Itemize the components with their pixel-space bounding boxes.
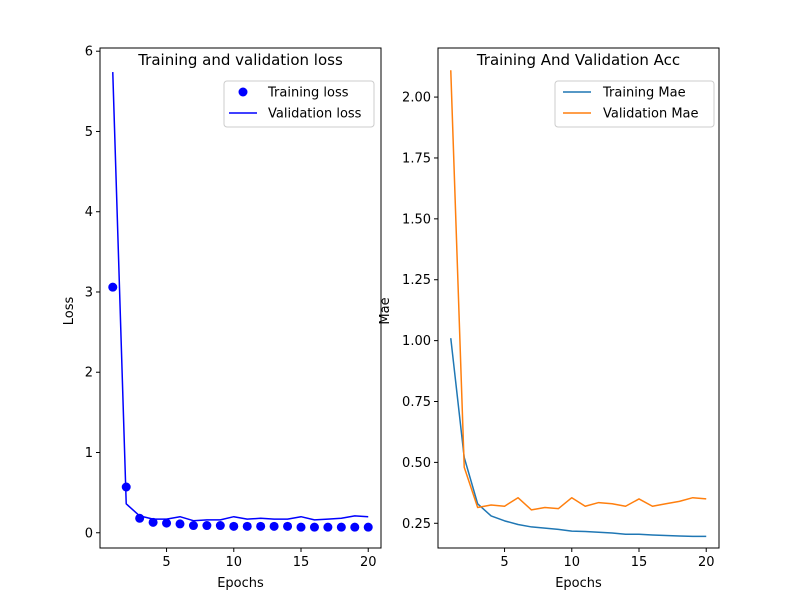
- loss-ticks: 5 10 15 20 0 1 2 3 4 5 6: [85, 45, 377, 570]
- training-loss-point: [323, 522, 333, 532]
- training-loss-point: [162, 518, 172, 528]
- mae-x-tick-label: 5: [500, 555, 508, 570]
- loss-x-tick-label: 10: [226, 555, 243, 570]
- training-loss-point: [296, 522, 306, 532]
- mae-y-axis-label: Mae: [378, 297, 393, 324]
- loss-x-tick-label: 5: [162, 555, 170, 570]
- mae-x-tick-label: 10: [564, 555, 581, 570]
- loss-x-tick-label: 15: [293, 555, 310, 570]
- mae-x-axis-label: Epochs: [555, 576, 602, 591]
- legend-training-mae-label: Training Mae: [602, 86, 686, 101]
- loss-x-axis-label: Epochs: [217, 576, 264, 591]
- training-loss-point: [283, 521, 293, 531]
- mae-x-tick-label: 20: [698, 555, 715, 570]
- loss-y-tick-label: 2: [85, 366, 93, 381]
- training-loss-point: [336, 522, 346, 532]
- mae-y-tick-label: 0.50: [402, 456, 431, 471]
- mae-y-tick-label: 1.75: [402, 151, 431, 166]
- mae-y-tick-label: 1.50: [402, 212, 431, 227]
- training-loss-point: [148, 517, 158, 527]
- loss-subplot: Training and validation loss Epochs Loss…: [62, 45, 382, 591]
- training-loss-point: [202, 521, 212, 531]
- loss-y-tick-label: 5: [85, 125, 93, 140]
- legend-training-loss-label: Training loss: [267, 86, 349, 101]
- training-loss-point: [363, 522, 373, 532]
- loss-marks: [108, 72, 373, 532]
- loss-y-tick-label: 1: [85, 446, 93, 461]
- loss-y-tick-label: 4: [85, 205, 93, 220]
- loss-legend: Training loss Validation loss: [223, 80, 375, 128]
- training-loss-point: [350, 522, 360, 532]
- loss-y-tick-label: 6: [85, 45, 93, 60]
- legend-training-loss-marker: [238, 87, 248, 97]
- mae-y-tick-label: 2.00: [402, 91, 431, 106]
- loss-legend-box: [223, 80, 375, 128]
- loss-x-tick-label: 20: [360, 555, 377, 570]
- training-loss-point: [229, 521, 239, 531]
- validation-loss-line: [112, 72, 369, 522]
- mae-legend: Training Mae Validation Mae: [554, 80, 715, 128]
- mae-subplot: Training And Validation Acc Epochs Mae 5…: [378, 47, 720, 591]
- mae-ticks: 5 10 15 20 0.25 0.50 0.75 1.00 1.25 1.50 1.75 2.00: [402, 91, 714, 570]
- mae-y-tick-label: 0.25: [402, 517, 431, 532]
- mae-marks: [450, 70, 707, 538]
- mae-x-tick-label: 15: [631, 555, 648, 570]
- mae-y-tick-label: 0.75: [402, 395, 431, 410]
- training-loss-point: [269, 521, 279, 531]
- loss-chart-title: Training and validation loss: [137, 51, 343, 69]
- legend-validation-loss-label: Validation loss: [268, 107, 362, 122]
- training-loss-point: [175, 519, 185, 529]
- loss-axes-frame: [99, 47, 382, 549]
- training-loss-point: [309, 522, 319, 532]
- loss-y-axis-label: Loss: [62, 297, 77, 326]
- validation-mae-line: [450, 70, 707, 511]
- loss-y-tick-label: 0: [85, 526, 93, 541]
- mae-y-tick-label: 1.00: [402, 334, 431, 349]
- training-loss-point: [256, 521, 266, 531]
- training-loss-point: [215, 521, 225, 531]
- training-mae-line: [450, 338, 707, 538]
- training-loss-point: [188, 521, 198, 531]
- training-loss-point: [108, 282, 118, 292]
- loss-y-tick-label: 3: [85, 285, 93, 300]
- mae-chart-title: Training And Validation Acc: [476, 51, 680, 69]
- mae-y-tick-label: 1.25: [402, 273, 431, 288]
- mae-legend-box: [554, 80, 715, 128]
- mae-axes-frame: [437, 47, 720, 549]
- training-loss-point: [242, 521, 252, 531]
- legend-validation-mae-label: Validation Mae: [603, 107, 699, 122]
